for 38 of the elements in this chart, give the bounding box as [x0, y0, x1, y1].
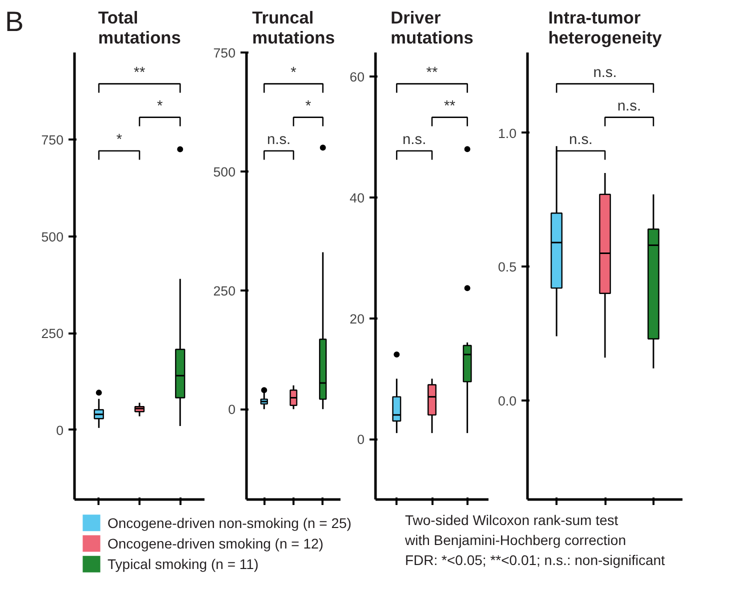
legend-label: Typical smoking (n = 11): [108, 556, 259, 572]
y-tick-label: 0: [56, 422, 64, 438]
y-tick-label: 250: [213, 283, 236, 298]
annotation: *: [156, 98, 163, 115]
y-tick-label: 20: [350, 311, 365, 326]
chart-title: Driver mutations: [390, 8, 474, 48]
annotation: n.s.: [617, 98, 642, 115]
annotation: n.s.: [267, 132, 291, 148]
annotation: *: [290, 65, 297, 82]
legend-label: Oncogene-driven non-smoking (n = 25): [108, 514, 352, 531]
y-tick-label: 60: [350, 70, 365, 85]
chart-title: Total mutations: [98, 8, 181, 48]
annotation: n.s.: [568, 132, 593, 148]
annotation: **: [134, 65, 146, 82]
legend-label: Oncogene-driven smoking (n = 12): [108, 536, 324, 552]
annotation: **: [426, 65, 438, 82]
text: FDR: *<0.05; **<0.01; n.s.: non-significant: [405, 552, 665, 568]
annotation: *: [305, 98, 312, 115]
chart-title: Truncal mutations: [252, 8, 335, 48]
text: with Benjamini-Hochberg correction: [405, 532, 626, 548]
y-tick-label: 500: [41, 229, 64, 244]
annotation: **: [444, 98, 456, 115]
y-tick-label: 750: [213, 46, 236, 60]
y-tick-label: 0.0: [498, 393, 517, 408]
y-tick-label: 0: [357, 432, 365, 448]
y-tick-label: 500: [213, 164, 236, 180]
chart-title: Intra-tumor heterogeneity: [548, 8, 662, 48]
y-tick-label: 750: [41, 132, 64, 148]
y-tick-label: 1.0: [498, 126, 517, 141]
y-tick-label: 250: [41, 326, 64, 342]
y-tick-label: 0.5: [498, 260, 517, 275]
annotation: n.s.: [593, 65, 617, 82]
y-tick-label: 40: [350, 190, 365, 206]
y-tick-label: 0: [228, 402, 236, 418]
text: Two-sided Wilcoxon rank-sum test: [405, 512, 618, 528]
annotation: *: [116, 132, 122, 148]
text: B: [5, 5, 24, 39]
annotation: n.s.: [402, 132, 426, 148]
